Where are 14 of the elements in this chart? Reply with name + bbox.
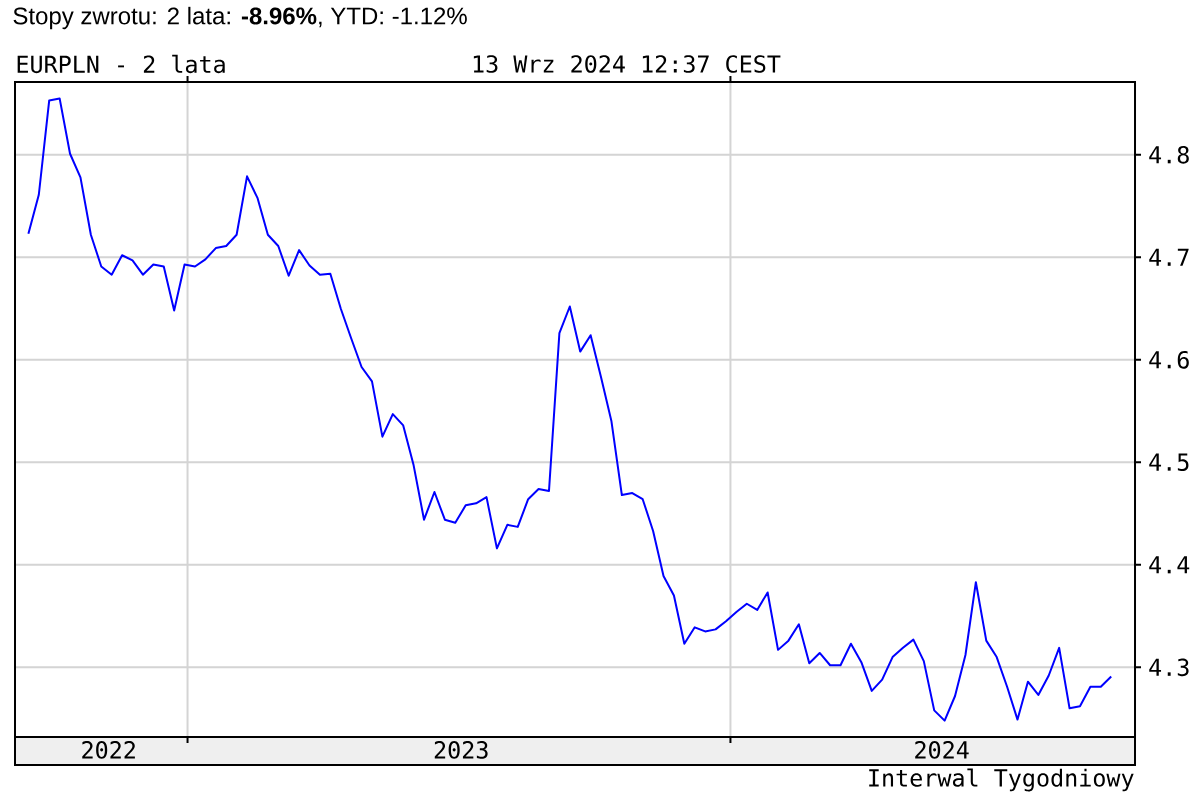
x-tick-label: 2024 (915, 741, 969, 759)
y-tick-label: 4.5 (1149, 453, 1189, 471)
chart-subtitle: 13 Wrz 2024 12:37 CEST (473, 55, 781, 73)
y-tick-label: 4.4 (1149, 556, 1190, 574)
x-tick-label: 2022 (82, 741, 135, 759)
chart-title: EURPLN - 2 lata (17, 54, 225, 74)
y-tick-label: 4.6 (1149, 350, 1189, 369)
line-series (27, 97, 1113, 722)
y-tick-label: 4.7 (1149, 248, 1189, 266)
y-tick-label: 4.3 (1149, 658, 1189, 677)
text: Interwal Tygodniowy (869, 768, 1134, 792)
y-tick-label: 4.8 (1149, 145, 1189, 164)
x-tick-label: 2023 (434, 741, 488, 759)
text: Stopy zwrotu: 2 lata: -8.96%, YTD: -1.12% (13, 6, 467, 30)
